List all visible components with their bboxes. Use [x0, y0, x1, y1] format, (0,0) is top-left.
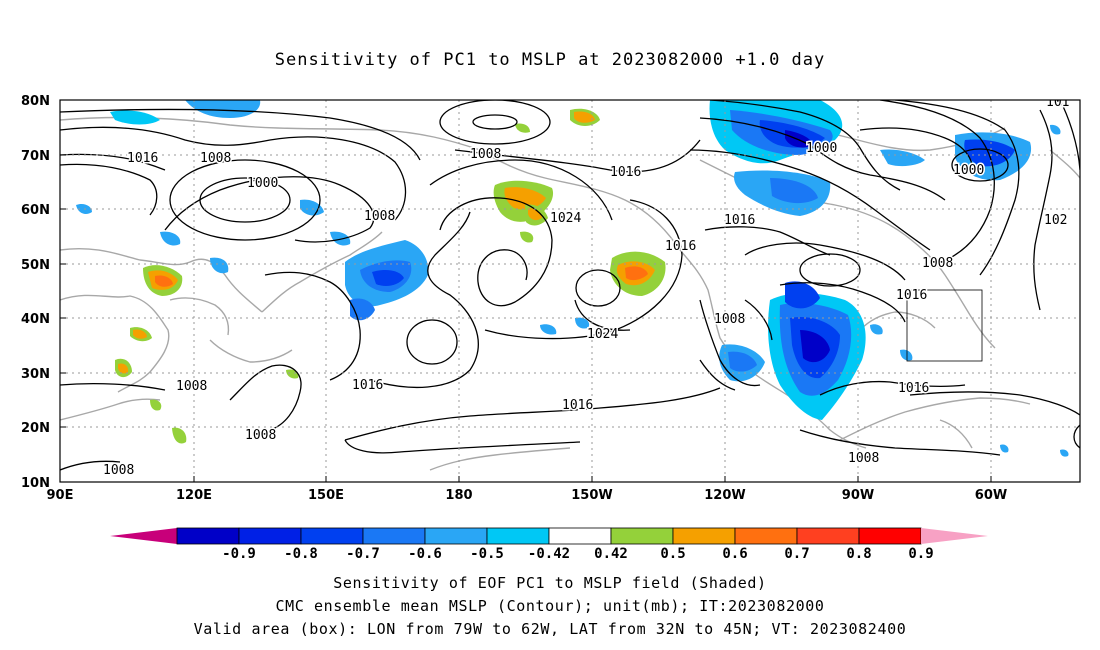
colorbar-tick-label: 0.42: [594, 546, 628, 562]
colorbar: -0.9 -0.8 -0.7 -0.6 -0.5 -0.42 0.42 0.5 0.6 0.7 0.…: [110, 527, 988, 562]
colorbar-tick-label: 0.8: [846, 546, 871, 562]
colorbar-tick-label: -0.9: [222, 546, 256, 562]
caption-shading: Sensitivity of EOF PC1 to MSLP field (Sh…: [333, 574, 767, 592]
lon-label: 90W: [842, 488, 874, 503]
axis-ticks: [59, 99, 992, 483]
colorbar-tick-label: -0.6: [408, 546, 442, 562]
contour-label: 1008: [714, 312, 745, 327]
sensitivity-shading: [76, 100, 1069, 457]
caption-valid-area: Valid area (box): LON from 79W to 62W, L…: [193, 620, 907, 638]
contour-label: 1008: [470, 147, 501, 162]
chart-title: Sensitivity of PC1 to MSLP at 2023082000…: [274, 50, 826, 70]
colorbar-cell: [610, 527, 674, 545]
colorbar-cell: [362, 527, 426, 545]
lon-axis-labels: 90E 120E 150E 180 150W 120W 90W 60W: [47, 488, 1008, 503]
contour-label: 1016: [352, 378, 383, 393]
colorbar-tick-label: 0.5: [660, 546, 685, 562]
colorbar-tick-label: 0.9: [908, 546, 933, 562]
colorbar-tick-label: -0.7: [346, 546, 380, 562]
colorbar-cell: [238, 527, 302, 545]
colorbar-cell: [300, 527, 364, 545]
valid-area-box: [906, 289, 983, 362]
lon-label: 60W: [975, 488, 1007, 503]
colorbar-cell: [424, 527, 488, 545]
lat-axis-labels: 80N 70N 60N 50N 40N 30N 20N 10N: [21, 94, 50, 491]
contour-label: 1008: [922, 256, 953, 271]
lat-label: 70N: [21, 149, 50, 164]
colorbar-cell: [858, 527, 922, 545]
colorbar-tick-label: -0.8: [284, 546, 318, 562]
plot-frame: [59, 99, 1081, 483]
colorbar-tick-label: -0.5: [470, 546, 504, 562]
lon-label: 150E: [308, 488, 344, 503]
colorbar-tick-label: -0.42: [528, 546, 570, 562]
contour-label: 1016: [898, 381, 929, 396]
colorbar-cell: [176, 527, 240, 545]
colorbar-cell: [486, 527, 550, 545]
contour-label: 1000: [806, 141, 837, 156]
contour-label: 1024: [550, 211, 581, 226]
contour-label: 101: [1046, 95, 1069, 110]
contour-label: 1024: [587, 327, 618, 342]
colorbar-cell: [672, 527, 736, 545]
contour-label: 1008: [848, 451, 879, 466]
contour-label: 1008: [200, 151, 231, 166]
contour-label: 1000: [247, 176, 278, 191]
lat-label: 30N: [21, 367, 50, 382]
colorbar-cell: [796, 527, 860, 545]
contour-label: 1016: [610, 165, 641, 180]
contour-label: 1016: [724, 213, 755, 228]
contour-label: 1016: [127, 151, 158, 166]
lat-label: 50N: [21, 258, 50, 273]
colorbar-low-cap: [110, 528, 177, 544]
lon-label: 120E: [176, 488, 212, 503]
contour-label: 1008: [364, 209, 395, 224]
lon-label: 90E: [47, 488, 74, 503]
contour-label: 102: [1044, 213, 1067, 228]
contour-label: 1008: [245, 428, 276, 443]
colorbar-cell: [734, 527, 798, 545]
lon-label: 180: [445, 488, 472, 503]
lat-label: 10N: [21, 476, 50, 491]
colorbar-tick-label: 0.7: [784, 546, 809, 562]
contour-label: 1000: [953, 163, 984, 178]
contour-label: 1008: [176, 379, 207, 394]
caption-contour: CMC ensemble mean MSLP (Contour); unit(m…: [275, 597, 825, 615]
lat-label: 40N: [21, 312, 50, 327]
contour-labels: 1016 1008 1008 1000 1008 1024 1016 1016 …: [102, 95, 1071, 480]
colorbar-high-cap: [921, 528, 988, 544]
contour-label: 1016: [665, 239, 696, 254]
lat-label: 60N: [21, 203, 50, 218]
lat-label: 80N: [21, 94, 50, 109]
contour-label: 1016: [562, 398, 593, 413]
contour-label: 1008: [103, 463, 134, 478]
contour-label: 1016: [896, 288, 927, 303]
grid-lines: [60, 100, 1080, 482]
lat-label: 20N: [21, 421, 50, 436]
lon-label: 150W: [571, 488, 612, 503]
colorbar-tick-label: 0.6: [722, 546, 747, 562]
colorbar-cell: [548, 527, 612, 545]
lon-label: 120W: [704, 488, 745, 503]
